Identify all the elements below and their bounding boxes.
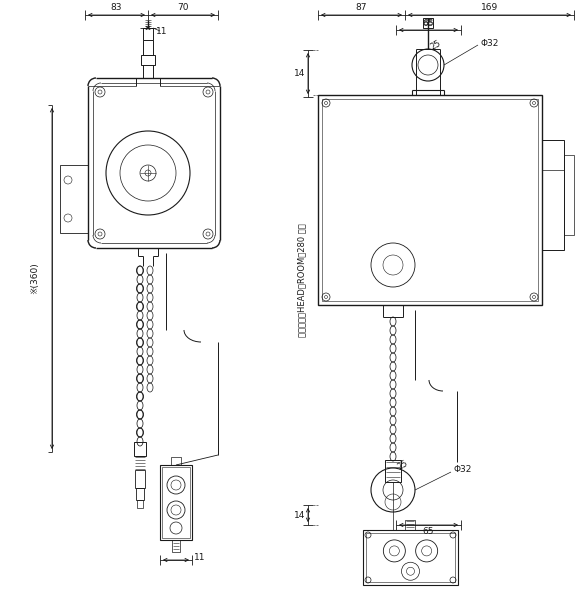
Bar [135,470,145,488]
Text: 25: 25 [429,39,443,52]
Bar [171,457,181,465]
Bar [136,488,144,500]
Bar [143,28,153,40]
Text: 14: 14 [294,510,306,520]
Bar [363,530,458,585]
Bar [542,140,564,250]
Bar [385,460,401,482]
Text: 最小長距（HEAD　ROOM）280 以下: 最小長距（HEAD ROOM）280 以下 [297,223,306,337]
Bar [318,95,542,305]
Text: 25: 25 [396,459,410,471]
Text: 65: 65 [423,19,434,28]
Text: ※(360): ※(360) [30,262,40,294]
Bar [366,533,455,582]
Bar [134,442,146,456]
Text: 11: 11 [194,553,206,562]
Bar [405,520,415,530]
Text: Φ32: Φ32 [481,39,499,48]
Text: 70: 70 [177,4,189,13]
Bar [172,540,180,552]
Bar [60,165,88,233]
Bar [322,99,538,301]
Text: 87: 87 [356,4,367,13]
Bar [141,55,155,65]
Text: 83: 83 [111,4,122,13]
Text: 65: 65 [423,527,434,536]
Bar [564,155,574,235]
Bar [423,18,433,28]
Text: 14: 14 [294,69,306,78]
Bar [160,465,192,540]
Bar [162,467,190,538]
Text: Φ32: Φ32 [454,465,472,474]
Bar [137,500,143,508]
Text: 11: 11 [156,26,168,36]
Text: 169: 169 [481,4,498,13]
